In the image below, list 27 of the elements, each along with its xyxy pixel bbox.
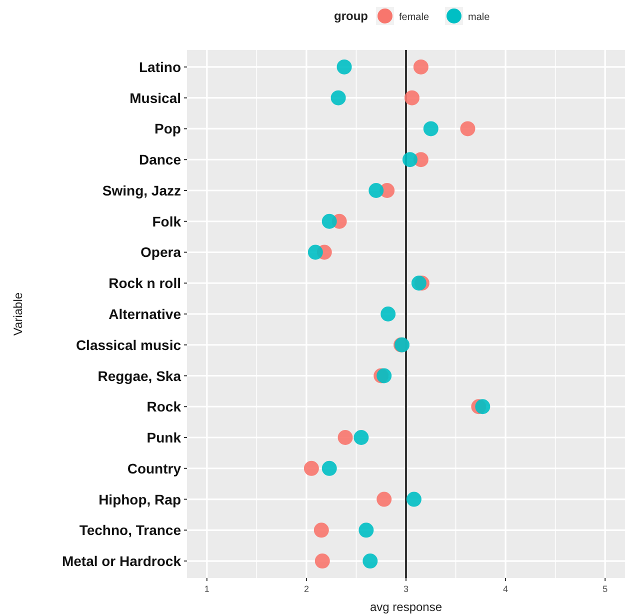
y-tick-label: Rock n roll <box>108 275 181 292</box>
y-tick-label: Pop <box>154 120 181 137</box>
y-tick-label: Folk <box>152 213 182 230</box>
y-tick-label: Reggae, Ska <box>98 368 182 384</box>
y-tick-label: Country <box>127 460 182 476</box>
y-tick-label: Musical <box>130 90 181 106</box>
y-tick-label: Techno, Trance <box>79 522 182 538</box>
y-tick-label: Metal or Hardrock <box>62 553 182 570</box>
y-tick-label: Dance <box>138 152 182 168</box>
x-axis-title: avg response <box>370 600 442 614</box>
x-tick-label: 3 <box>403 584 409 594</box>
y-tick-label: Opera <box>140 244 182 260</box>
y-tick-label: Classical music <box>76 336 182 353</box>
y-tick-label: Punk <box>146 430 182 446</box>
y-tick-label: Rock <box>146 398 182 415</box>
x-tick-label: 5 <box>602 584 608 594</box>
y-tick-label: Swing, Jazz <box>102 182 181 198</box>
y-tick-label: Hiphop, Rap <box>98 491 181 508</box>
legend-title: group <box>334 9 368 23</box>
x-tick-label: 4 <box>503 584 508 594</box>
x-tick-label: 2 <box>304 584 309 594</box>
legend-label: female <box>399 12 430 23</box>
y-tick-label: Alternative <box>108 306 182 322</box>
y-tick-label: Latino <box>139 58 181 75</box>
legend-label: male <box>468 12 490 23</box>
y-axis-title: Variable <box>11 292 25 336</box>
x-tick-label: 1 <box>204 584 210 594</box>
